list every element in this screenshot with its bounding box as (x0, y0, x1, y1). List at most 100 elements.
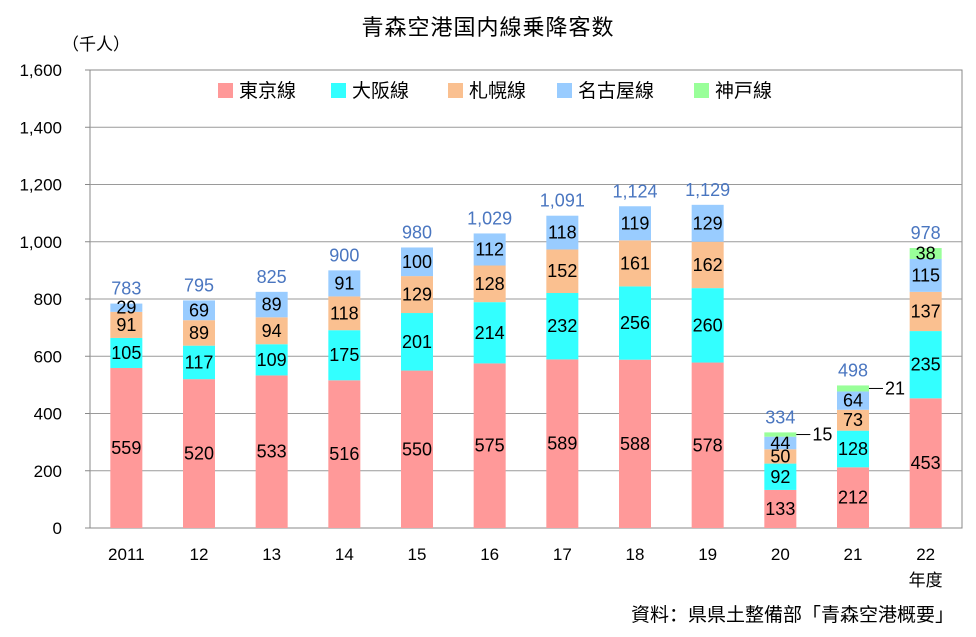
segment-label: 162 (693, 255, 723, 275)
legend-swatch (557, 83, 572, 98)
x-tick-label: 13 (262, 545, 281, 564)
segment-label: 260 (693, 315, 723, 335)
bar-segment (909, 398, 942, 528)
bar-segment (473, 302, 506, 364)
bar-segment (764, 449, 797, 464)
bar-segment (837, 467, 869, 528)
bar-segment (909, 331, 942, 399)
bar-total-label: 334 (765, 407, 795, 427)
bar-segment (110, 337, 143, 368)
y-tick-label: 0 (53, 519, 62, 538)
bar-segment (909, 248, 942, 259)
segment-label: 112 (475, 239, 504, 259)
segment-label: 212 (838, 488, 868, 508)
y-tick-label: 1,200 (19, 176, 62, 195)
y-tick-label: 200 (34, 462, 62, 481)
bar-segment (110, 367, 143, 528)
bar-total-label: 1,029 (467, 208, 512, 228)
bar-segment (837, 391, 869, 410)
bar-total-label: 1,129 (685, 180, 730, 200)
segment-label: 453 (911, 453, 941, 473)
x-tick-label: 22 (916, 545, 935, 564)
bar-segment (619, 359, 651, 528)
bar-segment (909, 291, 942, 332)
bar-segment (764, 436, 797, 450)
segment-label: 161 (620, 253, 650, 273)
segment-label: 128 (838, 439, 868, 459)
segment-label: 559 (111, 438, 141, 458)
x-tick-label: 2011 (108, 545, 145, 564)
x-tick-label: 18 (626, 545, 645, 564)
x-tick-label: 12 (190, 545, 209, 564)
segment-label: 118 (330, 303, 359, 323)
bar-total-label: 980 (402, 222, 432, 242)
segment-label: 105 (111, 343, 141, 363)
segment-label: 520 (184, 444, 214, 464)
segment-label: 589 (547, 434, 577, 454)
bar-segment (546, 215, 579, 250)
x-tick-label: 16 (480, 545, 499, 564)
bar-segment (691, 288, 724, 363)
segment-label: 92 (770, 467, 790, 487)
bar-segment (328, 296, 361, 331)
legend-label: 神戸線 (715, 80, 772, 102)
segment-label: 89 (189, 323, 209, 343)
segment-label: 214 (475, 323, 505, 343)
segment-label: 64 (843, 391, 863, 411)
bar-segment (401, 313, 433, 371)
bar-segment (909, 258, 942, 292)
legend-label: 大阪線 (352, 80, 409, 102)
segment-label: 119 (621, 213, 650, 233)
bar-segment (619, 286, 651, 360)
segment-label: 109 (257, 350, 287, 370)
source-note: 資料：県県土整備部「青森空港概要」 (630, 604, 954, 626)
segment-label: 38 (916, 243, 936, 263)
x-tick-label: 15 (408, 545, 427, 564)
chart-title: 青森空港国内線乗降客数 (361, 16, 615, 41)
legend-swatch (218, 83, 233, 98)
segment-label: 575 (475, 436, 505, 456)
bar-segment (837, 385, 869, 392)
segment-label: 118 (548, 223, 577, 243)
bar-segment (837, 430, 869, 468)
bar-segment (183, 379, 215, 528)
x-tick-label: 19 (698, 545, 717, 564)
bar-segment (473, 233, 506, 266)
legend-label: 東京線 (239, 80, 296, 102)
bar-segment (546, 292, 579, 360)
bar-segment (546, 249, 579, 293)
segment-label: 50 (770, 446, 790, 466)
legend-label: 札幌線 (469, 80, 526, 102)
segment-label: 15 (812, 425, 832, 445)
bar-total-label: 978 (911, 223, 941, 243)
bar-total-label: 1,091 (540, 191, 585, 211)
bar-segment (401, 276, 433, 314)
bar-segment (255, 344, 288, 376)
bar-segment (473, 363, 506, 528)
segment-label: 201 (402, 332, 432, 352)
bar-segment (255, 291, 288, 318)
segment-label: 21 (885, 378, 905, 398)
x-axis-suffix: 年度 (909, 571, 943, 590)
segment-label: 94 (262, 321, 282, 341)
bar-segment (110, 303, 143, 312)
segment-label: 516 (329, 444, 359, 464)
x-tick-label: 21 (844, 545, 863, 564)
legend-swatch (331, 83, 346, 98)
segment-label: 578 (693, 435, 723, 455)
segment-label: 117 (185, 352, 214, 372)
bar-segment (691, 362, 724, 528)
segment-label: 175 (329, 345, 359, 365)
bar-segment (183, 320, 215, 346)
legend-label: 名古屋線 (578, 80, 654, 102)
bar-total-label: 783 (111, 279, 141, 299)
bar-segment (255, 317, 288, 345)
segment-label: 128 (475, 274, 505, 294)
bar-total-label: 825 (257, 267, 287, 287)
bar-segment (764, 489, 797, 528)
bar-segment (328, 380, 361, 528)
segment-label: 73 (843, 410, 863, 430)
bar-segment (764, 432, 797, 437)
segment-label: 152 (547, 261, 577, 281)
segment-label: 44 (770, 433, 790, 453)
